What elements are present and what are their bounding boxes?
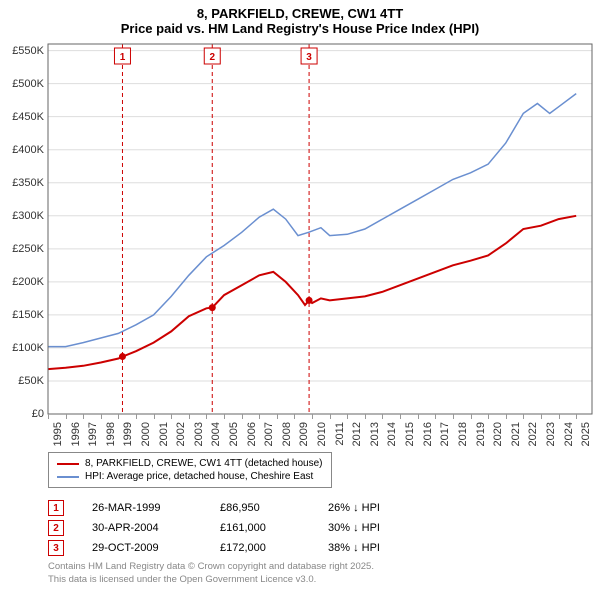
legend-label: HPI: Average price, detached house, Ches…	[85, 471, 313, 482]
title-line1: 8, PARKFIELD, CREWE, CW1 4TT	[0, 6, 600, 21]
footer-line2: This data is licensed under the Open Gov…	[48, 574, 374, 586]
svg-text:3: 3	[306, 52, 312, 63]
sale-price: £172,000	[220, 542, 300, 554]
y-axis-label: £150K	[0, 309, 44, 321]
x-axis-label: 2021	[510, 422, 522, 446]
legend-label: 8, PARKFIELD, CREWE, CW1 4TT (detached h…	[85, 458, 323, 469]
x-axis-label: 2006	[246, 422, 258, 446]
y-axis-label: £400K	[0, 144, 44, 156]
sale-marker-box: 3	[48, 540, 64, 556]
y-axis-label: £500K	[0, 78, 44, 90]
x-axis-label: 2014	[386, 422, 398, 446]
legend-item: HPI: Average price, detached house, Ches…	[57, 470, 323, 483]
x-axis-label: 2011	[334, 422, 346, 446]
legend-item: 8, PARKFIELD, CREWE, CW1 4TT (detached h…	[57, 457, 323, 470]
x-axis-label: 2017	[439, 422, 451, 446]
sale-diff: 26% ↓ HPI	[328, 502, 418, 514]
x-axis-label: 2001	[158, 422, 170, 446]
x-axis-label: 1997	[87, 422, 99, 446]
x-axis-label: 2010	[316, 422, 328, 446]
x-axis-label: 2022	[527, 422, 539, 446]
x-axis-label: 2009	[298, 422, 310, 446]
x-axis-label: 2020	[492, 422, 504, 446]
x-axis-label: 2024	[563, 422, 575, 446]
x-axis-label: 2025	[580, 422, 592, 446]
title-block: 8, PARKFIELD, CREWE, CW1 4TT Price paid …	[0, 0, 600, 38]
sale-date: 29-OCT-2009	[92, 542, 192, 554]
x-axis-label: 2004	[210, 422, 222, 446]
x-axis-label: 2018	[457, 422, 469, 446]
chart-svg: 1 2 3	[48, 44, 592, 414]
sales-row: 1 26-MAR-1999 £86,950 26% ↓ HPI	[48, 498, 418, 518]
y-axis-label: £200K	[0, 276, 44, 288]
x-axis-label: 2005	[228, 422, 240, 446]
x-axis-label: 1995	[52, 422, 64, 446]
sale-price: £86,950	[220, 502, 300, 514]
svg-text:2: 2	[209, 52, 215, 63]
sale-marker-box: 2	[48, 520, 64, 536]
y-axis-label: £450K	[0, 111, 44, 123]
chart-container: 8, PARKFIELD, CREWE, CW1 4TT Price paid …	[0, 0, 600, 590]
chart-plot-area: 123 £0£50K£100K£150K£200K£250K£300K£350K…	[48, 44, 592, 414]
footer-line1: Contains HM Land Registry data © Crown c…	[48, 561, 374, 573]
y-axis-label: £350K	[0, 177, 44, 189]
x-axis-label: 2002	[175, 422, 187, 446]
sale-diff: 38% ↓ HPI	[328, 542, 418, 554]
sales-row: 2 30-APR-2004 £161,000 30% ↓ HPI	[48, 518, 418, 538]
x-axis-label: 2008	[281, 422, 293, 446]
y-axis-label: £0	[0, 408, 44, 420]
x-axis-label: 1999	[122, 422, 134, 446]
legend: 8, PARKFIELD, CREWE, CW1 4TT (detached h…	[48, 452, 332, 488]
legend-swatch	[57, 463, 79, 465]
x-axis-label: 2007	[263, 422, 275, 446]
x-axis-label: 2000	[140, 422, 152, 446]
sale-price: £161,000	[220, 522, 300, 534]
y-axis-label: £50K	[0, 375, 44, 387]
x-axis-label: 2023	[545, 422, 557, 446]
y-axis-label: £100K	[0, 342, 44, 354]
footer: Contains HM Land Registry data © Crown c…	[48, 561, 374, 586]
sales-row: 3 29-OCT-2009 £172,000 38% ↓ HPI	[48, 538, 418, 558]
x-axis-label: 1998	[105, 422, 117, 446]
sale-date: 26-MAR-1999	[92, 502, 192, 514]
x-axis-label: 2016	[422, 422, 434, 446]
sale-diff: 30% ↓ HPI	[328, 522, 418, 534]
legend-swatch	[57, 476, 79, 478]
title-line2: Price paid vs. HM Land Registry's House …	[0, 21, 600, 36]
svg-text:1: 1	[120, 52, 126, 63]
x-axis-label: 2019	[475, 422, 487, 446]
x-axis-label: 2003	[193, 422, 205, 446]
y-axis-label: £300K	[0, 210, 44, 222]
x-axis-label: 2015	[404, 422, 416, 446]
sale-date: 30-APR-2004	[92, 522, 192, 534]
sale-marker-box: 1	[48, 500, 64, 516]
y-axis-label: £250K	[0, 243, 44, 255]
x-axis-label: 2013	[369, 422, 381, 446]
y-axis-label: £550K	[0, 45, 44, 57]
x-axis-label: 2012	[351, 422, 363, 446]
sales-table: 1 26-MAR-1999 £86,950 26% ↓ HPI 2 30-APR-2004…	[48, 498, 418, 558]
x-axis-label: 1996	[70, 422, 82, 446]
